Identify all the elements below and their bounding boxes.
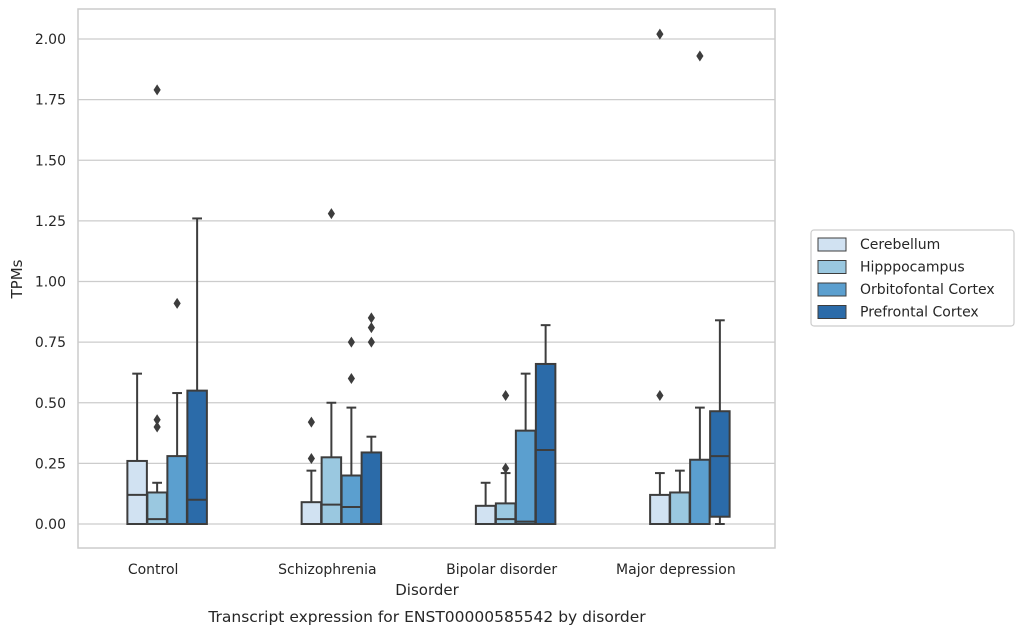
legend-swatch (817, 305, 847, 319)
outlier-point (153, 421, 161, 433)
box-body (514, 429, 537, 526)
legend-swatch (817, 282, 847, 297)
box-3-2 (534, 324, 557, 526)
outlier-point (696, 50, 704, 62)
legend-label: Orbitofontal Cortex (860, 282, 995, 298)
x-tick-label: Major depression (616, 562, 736, 578)
plot-frame (77, 8, 776, 549)
legend: Cerebellum Hipppocampus Orbitofontal Corte… (810, 229, 1015, 327)
outlier-point (153, 414, 161, 426)
box-0-3 (649, 28, 671, 525)
box-body (689, 458, 711, 525)
y-tick-label: 0.25 (35, 456, 66, 472)
x-axis-label: Disorder (395, 581, 459, 599)
x-tick-label: Schizophrenia (278, 562, 376, 578)
outlier-point (307, 453, 315, 465)
y-tick-label: 0.75 (35, 335, 66, 351)
box-body (494, 502, 517, 526)
box-body (340, 474, 363, 525)
box-body (166, 455, 188, 526)
outlier-point (347, 373, 355, 384)
box-2-0 (166, 297, 188, 526)
outlier-point (656, 28, 664, 40)
legend-label: Cerebellum (860, 237, 940, 253)
outlier-point (367, 312, 375, 324)
box-body (320, 456, 343, 525)
box-body (360, 451, 383, 525)
box-body (186, 389, 208, 525)
y-tick-label: 1.75 (35, 93, 66, 109)
legend-label: Prefrontal Cortex (860, 305, 979, 321)
box-1-3 (669, 469, 691, 526)
legend-swatch (817, 237, 847, 252)
box-1-2 (494, 389, 517, 526)
y-tick-label: 1.50 (35, 153, 66, 169)
box-body (300, 501, 323, 525)
box-body (534, 362, 557, 526)
outlier-point (327, 208, 335, 220)
chart-title: Transcript expression for ENST0000058554… (207, 608, 646, 626)
box-1-0 (146, 84, 168, 526)
box-body (649, 493, 671, 525)
outlier-point (367, 336, 375, 348)
box-series (126, 28, 731, 526)
box-body (669, 491, 691, 526)
legend-swatch (817, 260, 847, 274)
outlier-point (173, 297, 181, 309)
legend-frame (810, 229, 1015, 327)
box-0-2 (474, 481, 497, 525)
outlier-point (502, 389, 510, 401)
y-axis-label: TPMs (8, 259, 26, 299)
y-tick-label: 0.50 (35, 396, 66, 412)
outlier-point (367, 322, 375, 334)
y-tick-label: 1.00 (35, 275, 66, 291)
box-body (709, 410, 731, 518)
outlier-point (502, 462, 510, 474)
legend-label: Hipppocampus (860, 260, 965, 276)
box-3-0 (186, 217, 208, 525)
box-body (474, 504, 497, 525)
x-tick-label: Control (128, 562, 179, 578)
x-tick-labels: Control Schizophrenia Bipolar disorder Majo… (128, 562, 736, 578)
outlier-point (153, 84, 161, 96)
box-3-1 (360, 312, 383, 525)
y-tick-label: 2.00 (35, 32, 66, 48)
outlier-point (656, 389, 664, 401)
y-tick-label: 0.00 (35, 517, 66, 533)
outlier-point (347, 336, 355, 348)
box-3-3 (709, 319, 731, 525)
x-tick-label: Bipolar disorder (446, 562, 557, 578)
y-tick-label: 1.25 (35, 214, 66, 230)
box-0-0 (126, 372, 148, 526)
box-body (126, 459, 148, 526)
y-tick-labels: 0.00 0.25 0.50 0.75 1.00 1.25 1.50 1.75 2.00 (35, 32, 66, 533)
outlier-point (307, 416, 315, 428)
